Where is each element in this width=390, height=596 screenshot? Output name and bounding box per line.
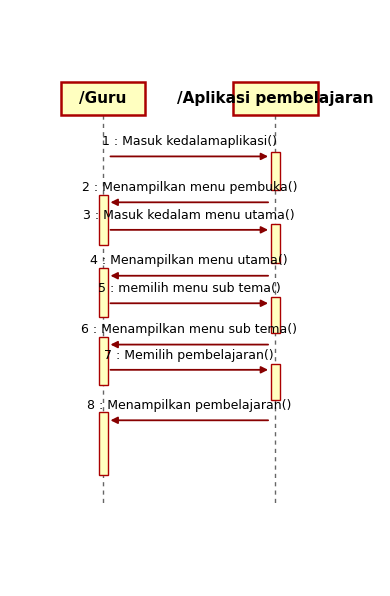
Bar <box>271 364 280 400</box>
Text: 7 : Memilih pembelajaran(): 7 : Memilih pembelajaran() <box>105 349 274 362</box>
Text: /Guru: /Guru <box>80 91 127 105</box>
Bar <box>99 412 108 476</box>
Bar <box>271 224 280 263</box>
Bar <box>99 268 108 317</box>
Text: 8 : Menampilkan pembelajaran(): 8 : Menampilkan pembelajaran() <box>87 399 291 412</box>
Text: /Aplikasi pembelajaran: /Aplikasi pembelajaran <box>177 91 374 105</box>
Text: 5 : memilih menu sub tema(): 5 : memilih menu sub tema() <box>98 282 281 295</box>
Bar <box>233 82 318 114</box>
Bar <box>271 297 280 333</box>
Bar <box>99 194 108 245</box>
Bar <box>271 152 280 190</box>
Bar <box>61 82 145 114</box>
Text: 2 : Menampilkan menu pembuka(): 2 : Menampilkan menu pembuka() <box>82 181 297 194</box>
Text: 4 : Menampilkan menu utama(): 4 : Menampilkan menu utama() <box>90 254 288 268</box>
Bar <box>99 337 108 384</box>
Text: 6 : Menampilkan menu sub tema(): 6 : Menampilkan menu sub tema() <box>81 323 297 336</box>
Text: 3 : Masuk kedalam menu utama(): 3 : Masuk kedalam menu utama() <box>83 209 295 222</box>
Text: 1 : Masuk kedalamaplikasi(): 1 : Masuk kedalamaplikasi() <box>102 135 277 148</box>
